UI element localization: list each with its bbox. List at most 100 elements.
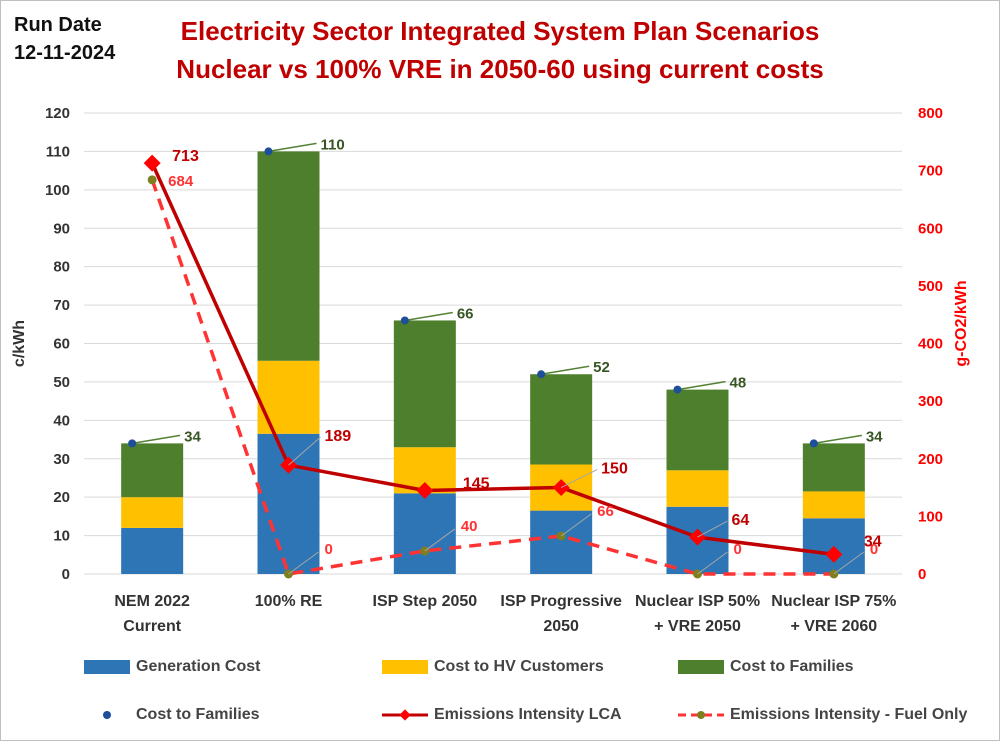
x-tick-label: NEM 2022 (114, 593, 190, 610)
fuel-leader-line (424, 528, 456, 552)
lca-data-label: 64 (732, 512, 750, 529)
lca-data-label: 713 (172, 148, 199, 165)
legend-hv-customers: Cost to HV Customers (382, 658, 604, 676)
lca-point (143, 154, 161, 172)
legend-emissions-lca: Emissions Intensity LCA (382, 706, 622, 724)
fuel-leader-line (833, 551, 865, 575)
y-right-tick-label: 600 (918, 220, 943, 237)
y-tick-label: 20 (53, 489, 70, 506)
y-tick-label: 40 (53, 412, 70, 429)
y-right-tick-label: 800 (918, 105, 943, 122)
fuel-data-label: 0 (734, 541, 742, 558)
bar-segment (530, 374, 593, 465)
bar-segment (121, 497, 184, 528)
total-data-label: 110 (321, 136, 345, 153)
lca-leader-line (697, 520, 728, 538)
total-leader-line (541, 365, 590, 375)
y-tick-label: 80 (53, 259, 70, 276)
bar-segment (257, 433, 320, 574)
bar-segment (802, 443, 865, 492)
y-axis-label: c/kWh (11, 320, 28, 367)
lca-data-label: 189 (325, 428, 352, 445)
x-tick-label: 2050 (543, 618, 579, 635)
fuel-data-label: 0 (870, 541, 878, 558)
bar-segment (393, 493, 456, 574)
legend-label: Generation Cost (136, 658, 261, 675)
legend-label: Cost to Families (730, 658, 854, 675)
lca-data-label: 150 (601, 461, 628, 478)
total-point (400, 316, 409, 325)
total-data-label: 52 (593, 359, 610, 376)
legend-label: Cost to Families (136, 706, 260, 723)
total-data-label: 34 (866, 428, 883, 445)
y-right-tick-label: 700 (918, 163, 943, 180)
legend-label: Emissions Intensity LCA (434, 706, 622, 723)
total-leader-line (268, 142, 317, 153)
legend-dot-icon (103, 711, 111, 719)
bar-segment (121, 443, 184, 498)
y-right-tick-label: 0 (918, 566, 926, 583)
bar-segment (257, 360, 320, 434)
lca-data-label: 34 (864, 533, 882, 550)
total-data-label: 66 (457, 305, 474, 322)
x-tick-label: Nuclear ISP 75% (771, 593, 896, 610)
total-point (673, 385, 682, 394)
lca-leader-line (560, 469, 598, 489)
y-right-tick-label: 200 (918, 451, 943, 468)
y-right-tick-label: 100 (918, 508, 943, 525)
lca-line (150, 162, 835, 557)
legend-emissions-fuel: Emissions Intensity - Fuel Only (678, 706, 967, 724)
y-tick-label: 10 (53, 528, 70, 545)
chart-title-line2: Nuclear vs 100% VRE in 2050-60 using cur… (176, 54, 824, 84)
fuel-point (147, 175, 157, 185)
fuel-only-line (150, 179, 834, 576)
total-point (537, 370, 546, 379)
x-tick-label: ISP Step 2050 (373, 593, 478, 610)
y-tick-label: 30 (53, 451, 70, 468)
fuel-data-label: 684 (168, 173, 194, 190)
x-tick-label: 100% RE (255, 593, 323, 610)
fuel-leader-line (697, 551, 728, 575)
x-tick-label: + VRE 2060 (790, 618, 877, 635)
total-point (264, 147, 273, 156)
legend-total-dot: Cost to Families (84, 706, 260, 724)
fuel-data-label: 40 (461, 518, 478, 535)
run-date-value: 12-11-2024 (14, 42, 116, 64)
total-point (809, 439, 818, 448)
fuel-leader-line (288, 551, 319, 575)
x-tick-label: Nuclear ISP 50% (635, 593, 760, 610)
bar-segment (666, 470, 729, 507)
y-tick-label: 50 (53, 374, 70, 391)
total-leader-line (813, 434, 862, 445)
legend-swatch-generation (84, 660, 130, 674)
total-leader-line (132, 434, 181, 445)
y-tick-label: 0 (62, 566, 70, 583)
y-right-tick-label: 300 (918, 393, 943, 410)
legend-dash-dot-icon (678, 711, 724, 719)
legend-label: Emissions Intensity - Fuel Only (730, 706, 968, 723)
total-data-label: 34 (184, 428, 201, 445)
y-tick-label: 100 (45, 182, 70, 199)
x-tick-label: ISP Progressive (500, 593, 622, 610)
x-tick-label: Current (123, 618, 181, 635)
lca-point (825, 545, 843, 563)
y-right-tick-label: 400 (918, 336, 943, 353)
bar-segment (121, 527, 184, 574)
bar-segment (257, 151, 320, 361)
y-tick-label: 60 (53, 336, 70, 353)
chart-title-line1: Electricity Sector Integrated System Pla… (180, 16, 820, 46)
fuel-data-label: 66 (597, 503, 614, 520)
legend-cost-to-families: Cost to Families (678, 658, 854, 676)
legend-generation-cost: Generation Cost (84, 658, 260, 676)
total-data-label: 48 (730, 375, 747, 392)
total-leader-line (404, 311, 453, 322)
y-tick-label: 110 (46, 143, 70, 160)
y-right-tick-label: 500 (918, 278, 943, 295)
bar-segment (666, 389, 729, 471)
lca-leader-line (288, 436, 321, 466)
legend-label: Cost to HV Customers (434, 658, 604, 675)
legend-swatch-hv (382, 660, 428, 674)
fuel-leader-line (560, 513, 592, 537)
legend-line-diamond-icon (382, 709, 428, 721)
